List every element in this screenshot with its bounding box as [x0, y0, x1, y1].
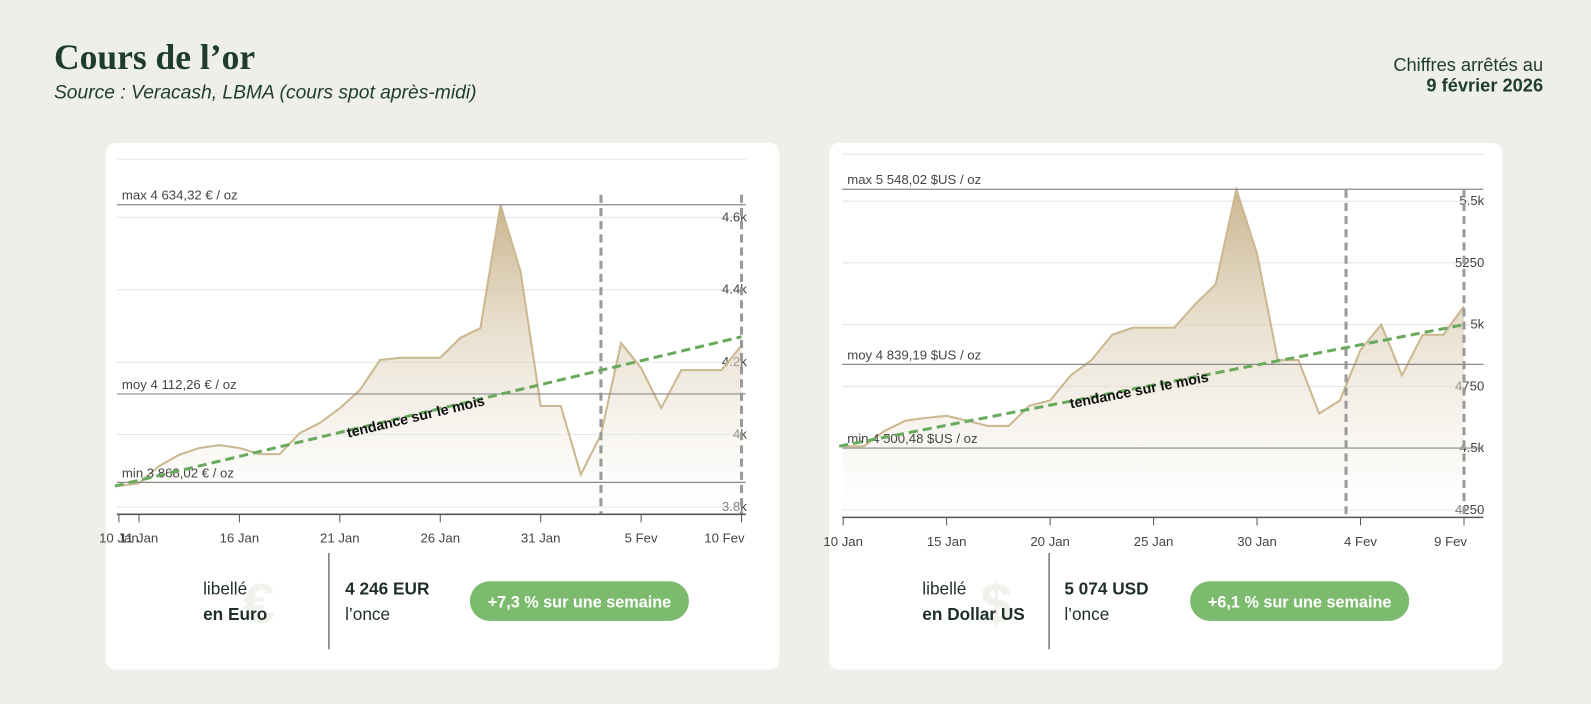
x-tick-label: 26 Jan	[420, 531, 460, 546]
page-title: Cours de l’or	[54, 37, 255, 77]
y-tick-label: 5250	[1455, 255, 1484, 270]
price: 5 074 USD	[1064, 578, 1148, 598]
x-tick-label: 21 Jan	[320, 531, 360, 546]
currency: en Dollar US	[922, 604, 1024, 624]
card-footer: € libellé en Euro 4 246 EUR l’once +7,3 …	[203, 552, 689, 650]
change: +6,1 % sur une semaine	[1208, 594, 1391, 612]
x-tick-label: 15 Jan	[927, 534, 967, 549]
x-tick-label: 25 Jan	[1134, 534, 1174, 549]
y-tick-label: 4.4k	[722, 282, 747, 297]
currency-icon: €	[243, 573, 275, 636]
x-tick-label: 31 Jan	[521, 531, 561, 546]
x-tick-label: 4 Fev	[1344, 534, 1377, 549]
x-tick-label: 9 Fev	[1434, 534, 1467, 549]
x-tick-label: 10 Jan	[823, 534, 863, 549]
price-line	[118, 204, 743, 488]
x-tick-label: 20 Jan	[1030, 534, 1070, 549]
price-line	[843, 185, 1465, 448]
change-pill	[469, 581, 689, 621]
unit: l’once	[345, 604, 390, 624]
area	[118, 204, 742, 515]
y-tick-label: 5k	[1470, 317, 1484, 332]
currency-label: libellé	[203, 578, 247, 598]
reference-label: moy 4 112,26 € / oz	[122, 377, 237, 392]
x-tick-label: 16 Jan	[220, 531, 260, 546]
x-tick-label: 10 Jan	[99, 531, 139, 546]
date-prefix: Chiffres arrêtés au	[1393, 54, 1543, 75]
date: 9 février 2026	[1426, 74, 1543, 95]
change: +7,3 % sur une semaine	[488, 594, 671, 612]
x-tick-label: 30 Jan	[1237, 534, 1277, 549]
reference-label: max 5 548,02 $US / oz	[847, 172, 981, 187]
reference-label: max 4 634,32 € / oz	[122, 188, 238, 203]
area	[843, 189, 1464, 518]
price: 4 246 EUR	[345, 578, 430, 598]
x-tick-label: 5 Fev	[625, 531, 658, 546]
unit: l’once	[1064, 604, 1109, 624]
reference-label: moy 4 839,19 $US / oz	[847, 347, 981, 362]
reference-label: min 3 868,02 € / oz	[122, 465, 234, 480]
reference-label: min 4 500,48 $US / oz	[847, 431, 977, 446]
x-tick-label: 11 Jan	[120, 531, 159, 546]
card-footer: $ libellé en Dollar US 5 074 USD l’once …	[922, 552, 1410, 650]
source: Source : Veracash, LBMA (cours spot aprè…	[54, 82, 477, 103]
y-tick-label: 4.6k	[722, 209, 747, 224]
currency-icon: $	[981, 573, 1013, 636]
currency: en Euro	[203, 604, 267, 624]
trend-line	[114, 335, 742, 488]
trend-line	[838, 323, 1465, 448]
y-tick-label: 5.5k	[1459, 193, 1484, 208]
change-pill	[1190, 581, 1410, 621]
currency-label: libellé	[922, 578, 966, 598]
x-tick-label: 10 Fev	[704, 531, 745, 546]
